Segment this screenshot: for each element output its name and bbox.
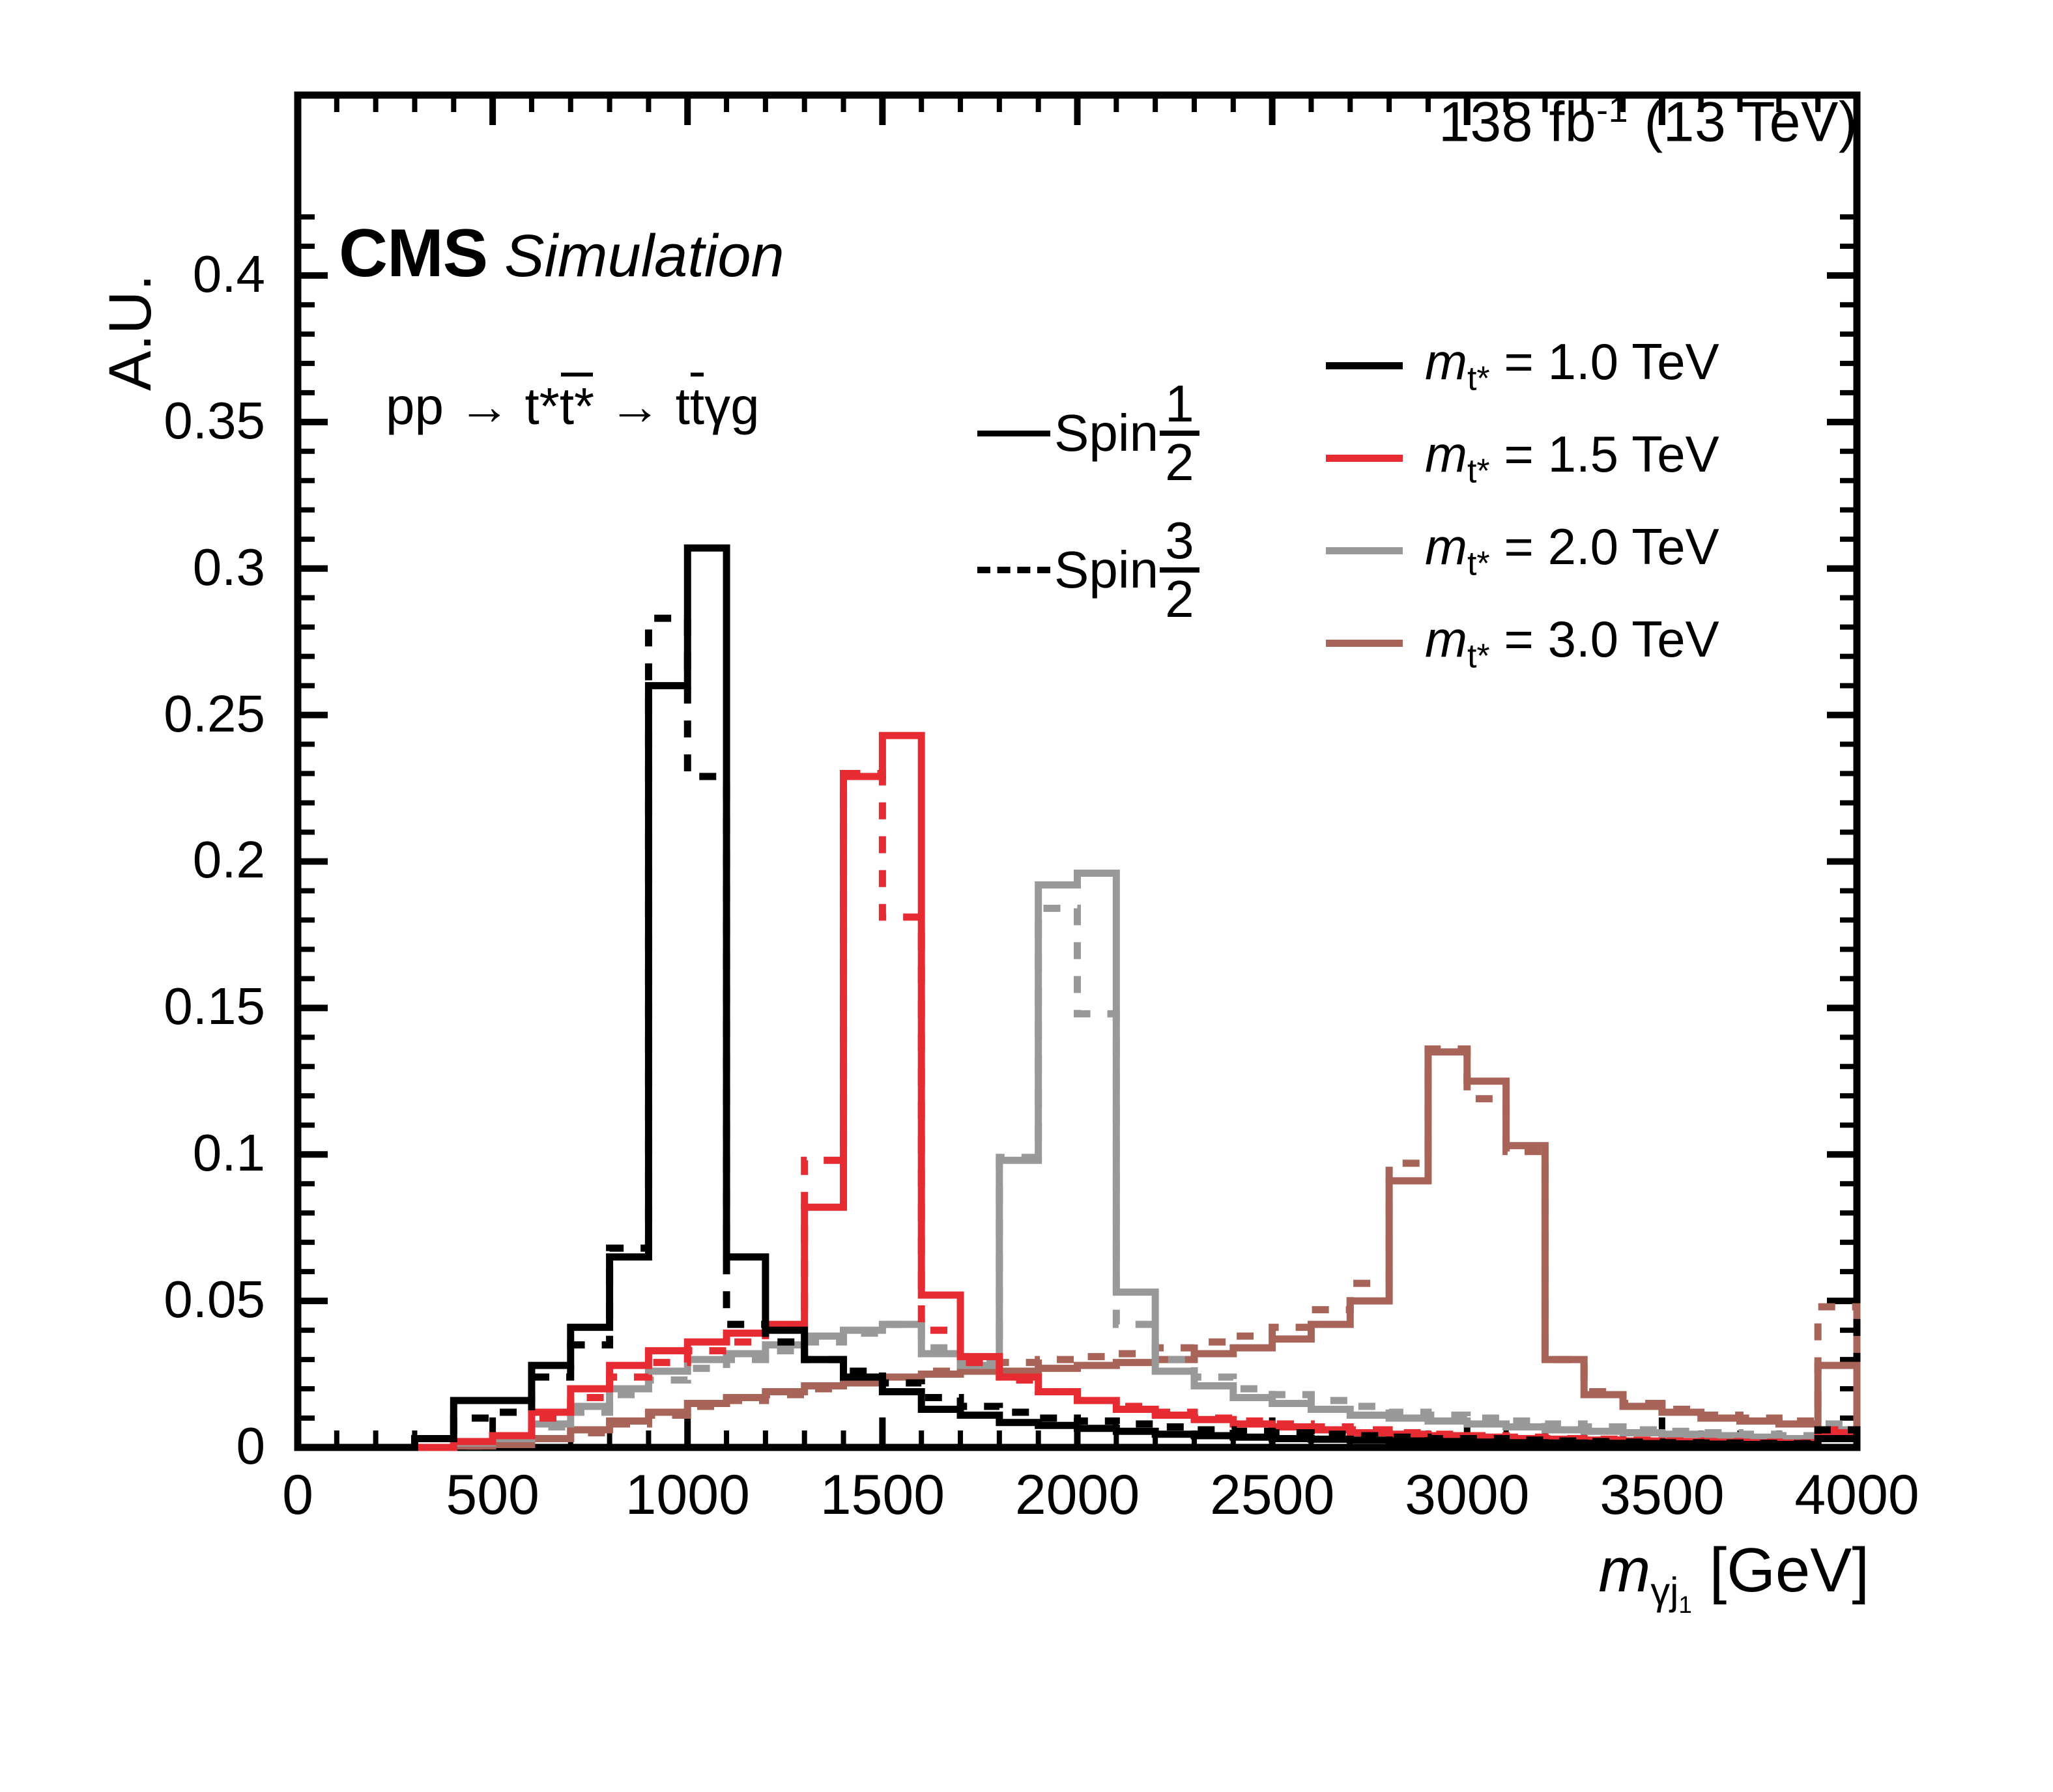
x-axis-title: mγj1 [GeV] bbox=[1598, 1535, 1869, 1619]
spin-half-fraction: 1 2 bbox=[1160, 375, 1199, 491]
mass-legend-line-key bbox=[1326, 454, 1403, 462]
y-tick-label-0.4: 0.4 bbox=[192, 244, 265, 303]
x-title-sub2: 1 bbox=[1678, 1591, 1692, 1619]
spin-half-denominator: 2 bbox=[1165, 433, 1194, 491]
histogram-dashed-5 bbox=[298, 904, 1861, 1451]
x-tick-label-2500: 2500 bbox=[1209, 1464, 1335, 1526]
mass-legend-item-0[interactable]: mt* = 1.0 TeV bbox=[1326, 319, 1719, 412]
tbar: t bbox=[689, 373, 705, 435]
mass-legend-line-key bbox=[1326, 547, 1403, 554]
x-tick-label-1500: 1500 bbox=[820, 1464, 945, 1526]
cms-label: CMS Simulation bbox=[339, 215, 784, 292]
x-title-sub: γj1 bbox=[1650, 1569, 1692, 1618]
spin-three-half-fraction: 3 2 bbox=[1160, 511, 1199, 628]
process-pp: pp bbox=[386, 377, 444, 435]
spin-half-line-key bbox=[977, 430, 1050, 436]
spin-half-numerator: 1 bbox=[1165, 375, 1194, 433]
tbar-star: t* bbox=[559, 373, 595, 435]
process-arrow-1: → bbox=[458, 377, 511, 435]
histogram-solid-4 bbox=[298, 869, 1861, 1451]
x-tick-label-4000: 4000 bbox=[1794, 1464, 1919, 1526]
x-title-sub-text: γj bbox=[1650, 1569, 1679, 1614]
spin-three-half-label: Spin bbox=[1054, 541, 1159, 599]
mass-legend-line-key bbox=[1326, 639, 1403, 647]
histogram-dashed-1 bbox=[298, 614, 1861, 1451]
y-tick-label-0.35: 0.35 bbox=[164, 391, 265, 449]
mass-legend-label: mt* = 2.0 TeV bbox=[1425, 518, 1719, 583]
y-tick-label-0.25: 0.25 bbox=[164, 684, 265, 743]
process-arrow-2: → bbox=[609, 377, 661, 435]
energy-value: (13 TeV) bbox=[1628, 91, 1858, 154]
mass-legend: mt* = 1.0 TeV mt* = 1.5 TeV mt* = 2.0 TeV m… bbox=[1326, 319, 1719, 689]
simulation-text: Simulation bbox=[504, 223, 784, 289]
spin-three-half-denominator: 2 bbox=[1165, 570, 1194, 628]
x-tick-label-2000: 2000 bbox=[1014, 1464, 1140, 1526]
mass-legend-item-3[interactable]: mt* = 3.0 TeV bbox=[1326, 597, 1719, 689]
spin-half-label: Spin bbox=[1054, 404, 1159, 462]
y-tick-label-0.2: 0.2 bbox=[192, 831, 265, 889]
x-title-unit: [GeV] bbox=[1691, 1535, 1869, 1605]
spin-three-half-numerator: 3 bbox=[1165, 511, 1194, 570]
fraction-bar bbox=[1160, 431, 1199, 436]
process-gammag: γg bbox=[704, 377, 760, 435]
y-tick-label-0.15: 0.15 bbox=[164, 977, 265, 1036]
spin-three-half-line-key bbox=[977, 567, 1050, 573]
spin-legend-item-three-half[interactable]: Spin 3 2 bbox=[977, 502, 1199, 638]
histogram-dashed-3 bbox=[298, 770, 1861, 1451]
process-label: pp → t*t* → ttγg bbox=[386, 373, 760, 435]
y-tick-label-0.1: 0.1 bbox=[192, 1124, 265, 1182]
x-tick-label-0: 0 bbox=[282, 1464, 313, 1526]
cms-text: CMS bbox=[339, 216, 488, 291]
x-title-m: m bbox=[1598, 1535, 1651, 1605]
histogram-solid-0 bbox=[298, 544, 1861, 1451]
x-tick-label-1000: 1000 bbox=[625, 1464, 750, 1526]
mass-legend-label: mt* = 1.0 TeV bbox=[1425, 333, 1719, 398]
mass-legend-item-2[interactable]: mt* = 2.0 TeV bbox=[1326, 504, 1719, 597]
histogram-solid-2 bbox=[298, 732, 1861, 1451]
mass-legend-label: mt* = 1.5 TeV bbox=[1425, 425, 1719, 491]
spin-legend-item-half[interactable]: Spin 1 2 bbox=[977, 365, 1199, 502]
y-tick-label-0.05: 0.05 bbox=[164, 1270, 265, 1329]
mass-legend-label: mt* = 3.0 TeV bbox=[1425, 610, 1719, 676]
x-tick-label-3500: 3500 bbox=[1600, 1464, 1725, 1526]
mass-legend-line-key bbox=[1326, 362, 1403, 369]
y-tick-label-0.3: 0.3 bbox=[192, 537, 265, 596]
plot-frame bbox=[294, 91, 1861, 1451]
fraction-bar bbox=[1160, 567, 1199, 573]
histogram-dashed-7 bbox=[298, 1045, 1861, 1451]
spin-legend: Spin 1 2 Spin 3 2 bbox=[977, 365, 1199, 638]
y-tick-label-0: 0 bbox=[236, 1417, 266, 1475]
x-tick-label-500: 500 bbox=[446, 1464, 539, 1526]
mass-legend-item-1[interactable]: mt* = 1.5 TeV bbox=[1326, 412, 1719, 504]
x-tick-label-3000: 3000 bbox=[1405, 1464, 1530, 1526]
